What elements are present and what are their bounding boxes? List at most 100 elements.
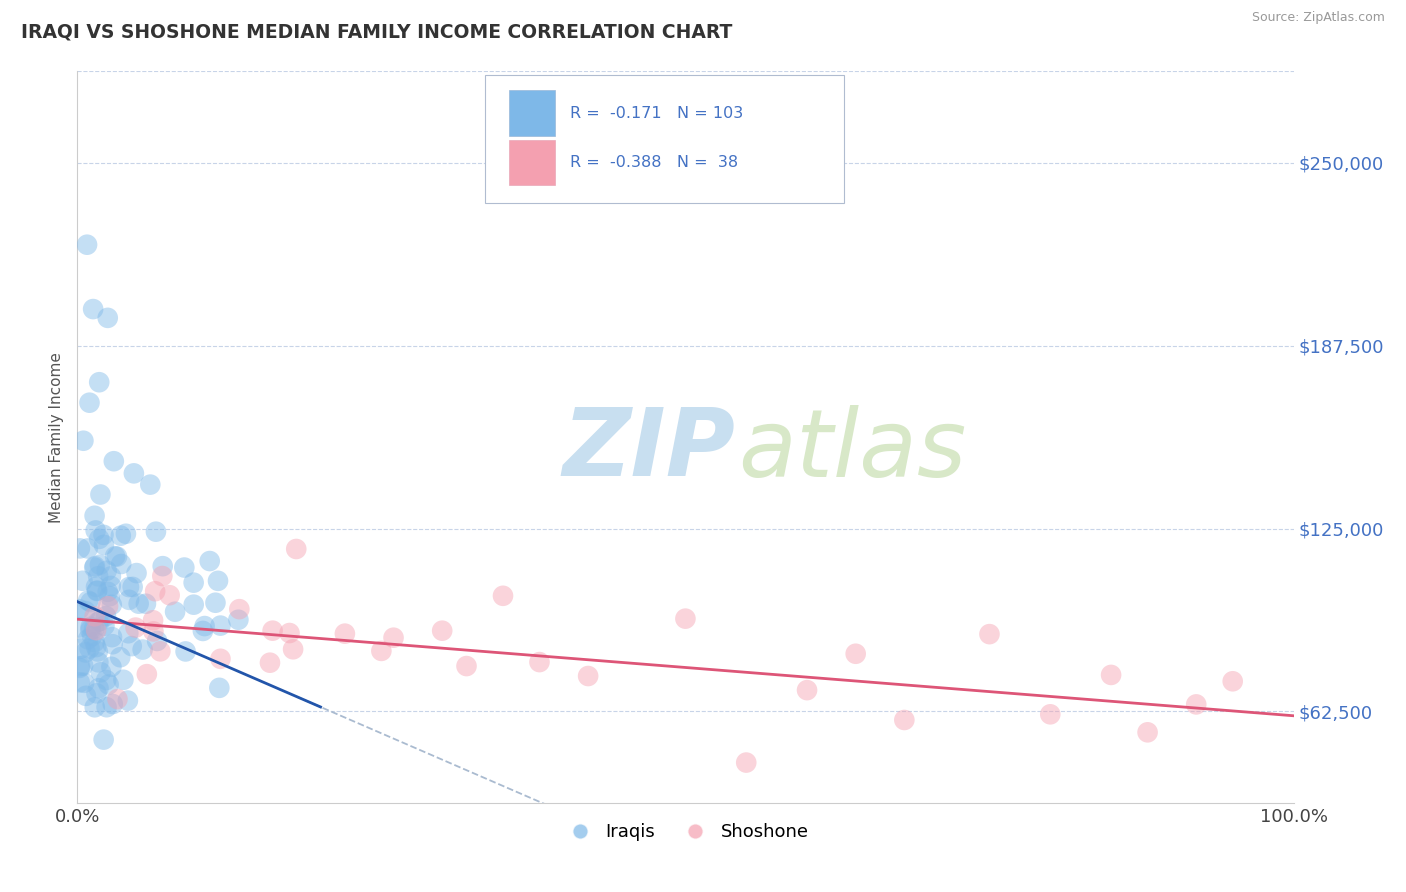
Point bbox=[142, 613, 165, 627]
Point bbox=[69, 620, 91, 634]
Point bbox=[115, 526, 138, 541]
Point bbox=[112, 673, 135, 687]
Point bbox=[139, 477, 162, 491]
Point bbox=[103, 454, 125, 468]
Point bbox=[87, 656, 110, 670]
Point bbox=[118, 580, 141, 594]
Point bbox=[121, 580, 143, 594]
Point bbox=[105, 549, 128, 564]
Point bbox=[191, 624, 214, 638]
Point bbox=[76, 541, 98, 556]
Point bbox=[576, 669, 599, 683]
Point bbox=[89, 375, 111, 389]
Point bbox=[122, 467, 145, 481]
Point bbox=[209, 652, 232, 666]
Point bbox=[83, 609, 105, 624]
Point bbox=[82, 302, 104, 317]
Point bbox=[67, 602, 90, 616]
Point bbox=[285, 541, 308, 556]
Point bbox=[456, 659, 478, 673]
Point bbox=[100, 660, 122, 674]
Point bbox=[1185, 698, 1208, 712]
Point bbox=[128, 597, 150, 611]
Point bbox=[84, 580, 107, 594]
Point bbox=[735, 756, 758, 770]
Point bbox=[1039, 707, 1062, 722]
Point bbox=[146, 634, 169, 648]
Point bbox=[370, 644, 392, 658]
Point bbox=[84, 559, 107, 574]
Point bbox=[79, 595, 101, 609]
Point bbox=[100, 569, 122, 583]
Point bbox=[152, 559, 174, 574]
Point bbox=[83, 700, 105, 714]
Point bbox=[183, 575, 205, 590]
Point bbox=[72, 658, 94, 673]
Text: IRAQI VS SHOSHONE MEDIAN FAMILY INCOME CORRELATION CHART: IRAQI VS SHOSHONE MEDIAN FAMILY INCOME C… bbox=[21, 22, 733, 41]
Point bbox=[83, 560, 105, 574]
Point bbox=[96, 564, 118, 578]
Point bbox=[76, 237, 98, 252]
Point bbox=[110, 529, 132, 543]
Point bbox=[100, 579, 122, 593]
Point bbox=[87, 644, 110, 658]
Point bbox=[124, 621, 146, 635]
Point bbox=[278, 626, 301, 640]
Point bbox=[96, 673, 118, 687]
Point bbox=[110, 650, 132, 665]
Text: R =  -0.171   N = 103: R = -0.171 N = 103 bbox=[569, 105, 744, 120]
Point bbox=[93, 538, 115, 552]
Point bbox=[110, 557, 132, 571]
Point bbox=[93, 732, 115, 747]
Point bbox=[69, 541, 91, 556]
Point bbox=[430, 624, 453, 638]
Point bbox=[117, 626, 139, 640]
Point bbox=[208, 681, 231, 695]
Point bbox=[173, 560, 195, 574]
Point bbox=[1222, 674, 1244, 689]
Point bbox=[73, 675, 96, 690]
Point bbox=[1099, 668, 1122, 682]
Point bbox=[69, 661, 91, 675]
Point bbox=[87, 615, 110, 629]
Text: Source: ZipAtlas.com: Source: ZipAtlas.com bbox=[1251, 11, 1385, 24]
Point bbox=[70, 641, 93, 656]
Point bbox=[89, 487, 111, 501]
Point bbox=[84, 623, 107, 637]
Point bbox=[204, 596, 226, 610]
Point bbox=[382, 631, 405, 645]
Point bbox=[93, 528, 115, 542]
Point bbox=[84, 640, 107, 654]
Point bbox=[796, 683, 818, 698]
Point bbox=[69, 675, 91, 690]
Point bbox=[89, 558, 111, 572]
FancyBboxPatch shape bbox=[509, 90, 555, 136]
FancyBboxPatch shape bbox=[509, 140, 555, 186]
Point bbox=[77, 632, 100, 647]
Point bbox=[97, 599, 120, 614]
Point bbox=[100, 598, 122, 612]
Point bbox=[75, 604, 97, 618]
Point bbox=[79, 623, 101, 637]
Point bbox=[183, 598, 205, 612]
Point bbox=[75, 689, 97, 703]
Point bbox=[845, 647, 868, 661]
Point bbox=[80, 629, 103, 643]
Point bbox=[101, 630, 124, 644]
Point bbox=[207, 574, 229, 588]
Point bbox=[89, 532, 111, 546]
Point bbox=[87, 569, 110, 583]
Point bbox=[89, 614, 111, 628]
Text: atlas: atlas bbox=[738, 405, 966, 496]
Point bbox=[262, 624, 284, 638]
Point bbox=[142, 624, 165, 639]
Point bbox=[79, 620, 101, 634]
Point bbox=[97, 584, 120, 599]
Point bbox=[77, 593, 100, 607]
Point bbox=[72, 574, 94, 588]
Point bbox=[101, 697, 124, 711]
Point bbox=[104, 549, 127, 564]
Point bbox=[228, 613, 250, 627]
Point bbox=[333, 626, 356, 640]
Point bbox=[492, 589, 515, 603]
